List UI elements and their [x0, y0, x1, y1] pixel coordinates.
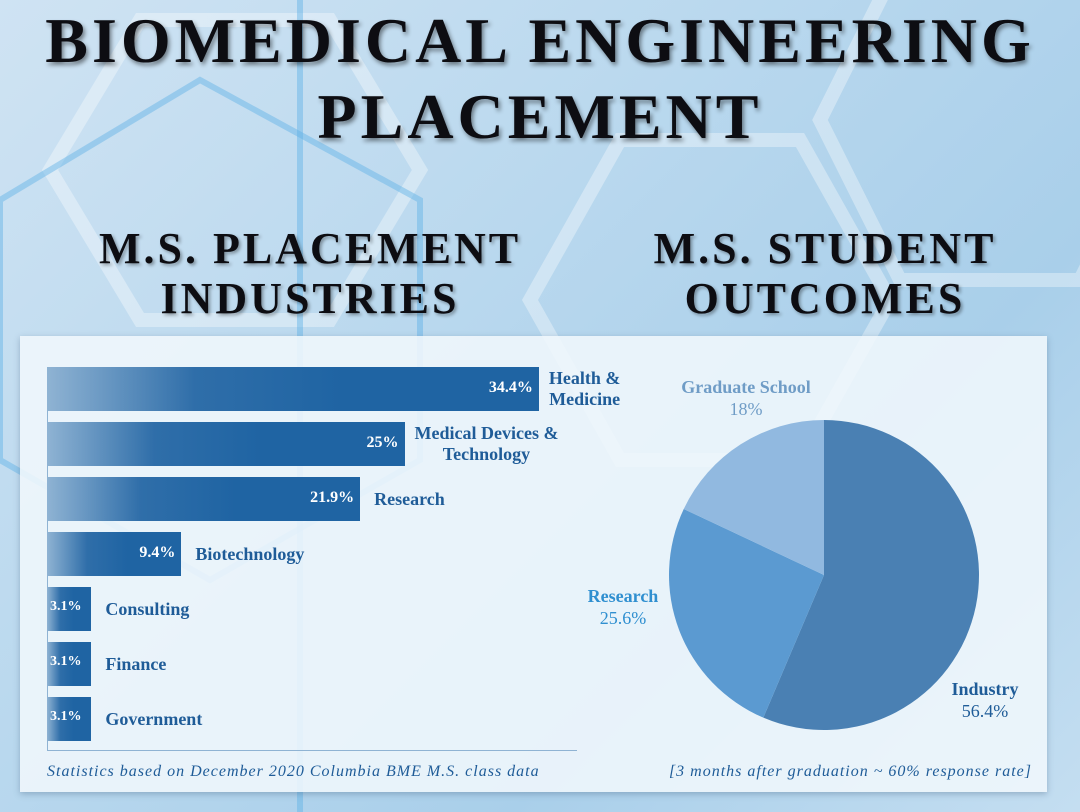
bar-category-label-line: Medical Devices & — [414, 423, 559, 443]
bar-chart-title-line2: INDUSTRIES — [160, 274, 460, 323]
bar-value-label: 9.4% — [139, 544, 176, 561]
bar-category-label-line: Technology — [442, 444, 531, 464]
bar-6: 3.1% — [47, 697, 92, 741]
bar-category-label-line: Medicine — [549, 389, 621, 409]
bar-value-label: 3.1% — [50, 654, 82, 669]
bar-chart-title-line1: M.S. PLACEMENT — [98, 224, 522, 273]
pie-slice-label: Industry 56.4% — [895, 678, 1075, 722]
bar-category-label-line: Biotechnology — [195, 543, 305, 564]
pie-slice-label: Research 25.6% — [533, 585, 713, 629]
pie-slice-graduate-school — [683, 420, 824, 575]
bar-chart-title: M.S. PLACEMENT INDUSTRIES — [40, 224, 580, 324]
bar-value-label: 25% — [366, 434, 399, 451]
bar-category-label: Medical Devices & Technology — [415, 423, 559, 465]
bar-category-label-line: Health & — [548, 368, 621, 388]
pie-chart-title: M.S. STUDENT OUTCOMES — [600, 224, 1050, 324]
bar-category-label-line: Research — [374, 488, 445, 509]
bar-category-label-line: Finance — [105, 653, 167, 674]
bar-baseline — [47, 750, 577, 751]
pie-footnote: [3 months after graduation ~ 60% respons… — [668, 763, 1032, 780]
bar-4: 3.1% — [47, 587, 92, 631]
pie-chart-title-line1: M.S. STUDENT — [653, 224, 997, 273]
bar-category-label: Government — [105, 709, 202, 730]
pie-chart-title-line2: OUTCOMES — [684, 274, 966, 323]
bar-5: 3.1% — [47, 642, 92, 686]
pie-slice-research — [669, 509, 824, 718]
bar-category-label-line: Consulting — [105, 598, 190, 619]
page-title-line1: BIOMEDICAL ENGINEERING — [45, 5, 1035, 76]
bar-2: 21.9% — [47, 477, 361, 521]
bar-category-label: Finance — [105, 654, 166, 675]
bar-value-label: 3.1% — [50, 599, 82, 614]
bar-value-label: 34.4% — [488, 379, 533, 396]
pie-label-value-label: 25.6% — [599, 608, 647, 628]
bar-1: 25% — [47, 422, 405, 466]
bar-category-label-line: Government — [105, 708, 203, 729]
bar-category-label: Health & Medicine — [549, 368, 621, 410]
bar-footnote: Statistics based on December 2020 Columb… — [47, 763, 540, 780]
pie-slice-label: Graduate School 18% — [656, 376, 836, 420]
pie-label-label: Graduate School — [681, 377, 811, 397]
bar-value-label: 3.1% — [50, 709, 82, 724]
bar-category-label: Research — [374, 489, 445, 510]
pie-slice-industry — [763, 420, 980, 731]
pie-label-value-label: 56.4% — [961, 701, 1009, 721]
pie-label-label: Research — [587, 586, 659, 606]
bar-3: 9.4% — [47, 532, 182, 576]
bar-category-label: Biotechnology — [195, 544, 304, 565]
bar-category-label: Consulting — [105, 599, 189, 620]
bar-value-label: 21.9% — [310, 489, 355, 506]
page-title-line2: PLACEMENT — [317, 81, 763, 152]
pie-label-label: Industry — [951, 679, 1019, 699]
bar-0: 34.4% — [47, 367, 539, 411]
pie-label-value-label: 18% — [729, 399, 763, 419]
